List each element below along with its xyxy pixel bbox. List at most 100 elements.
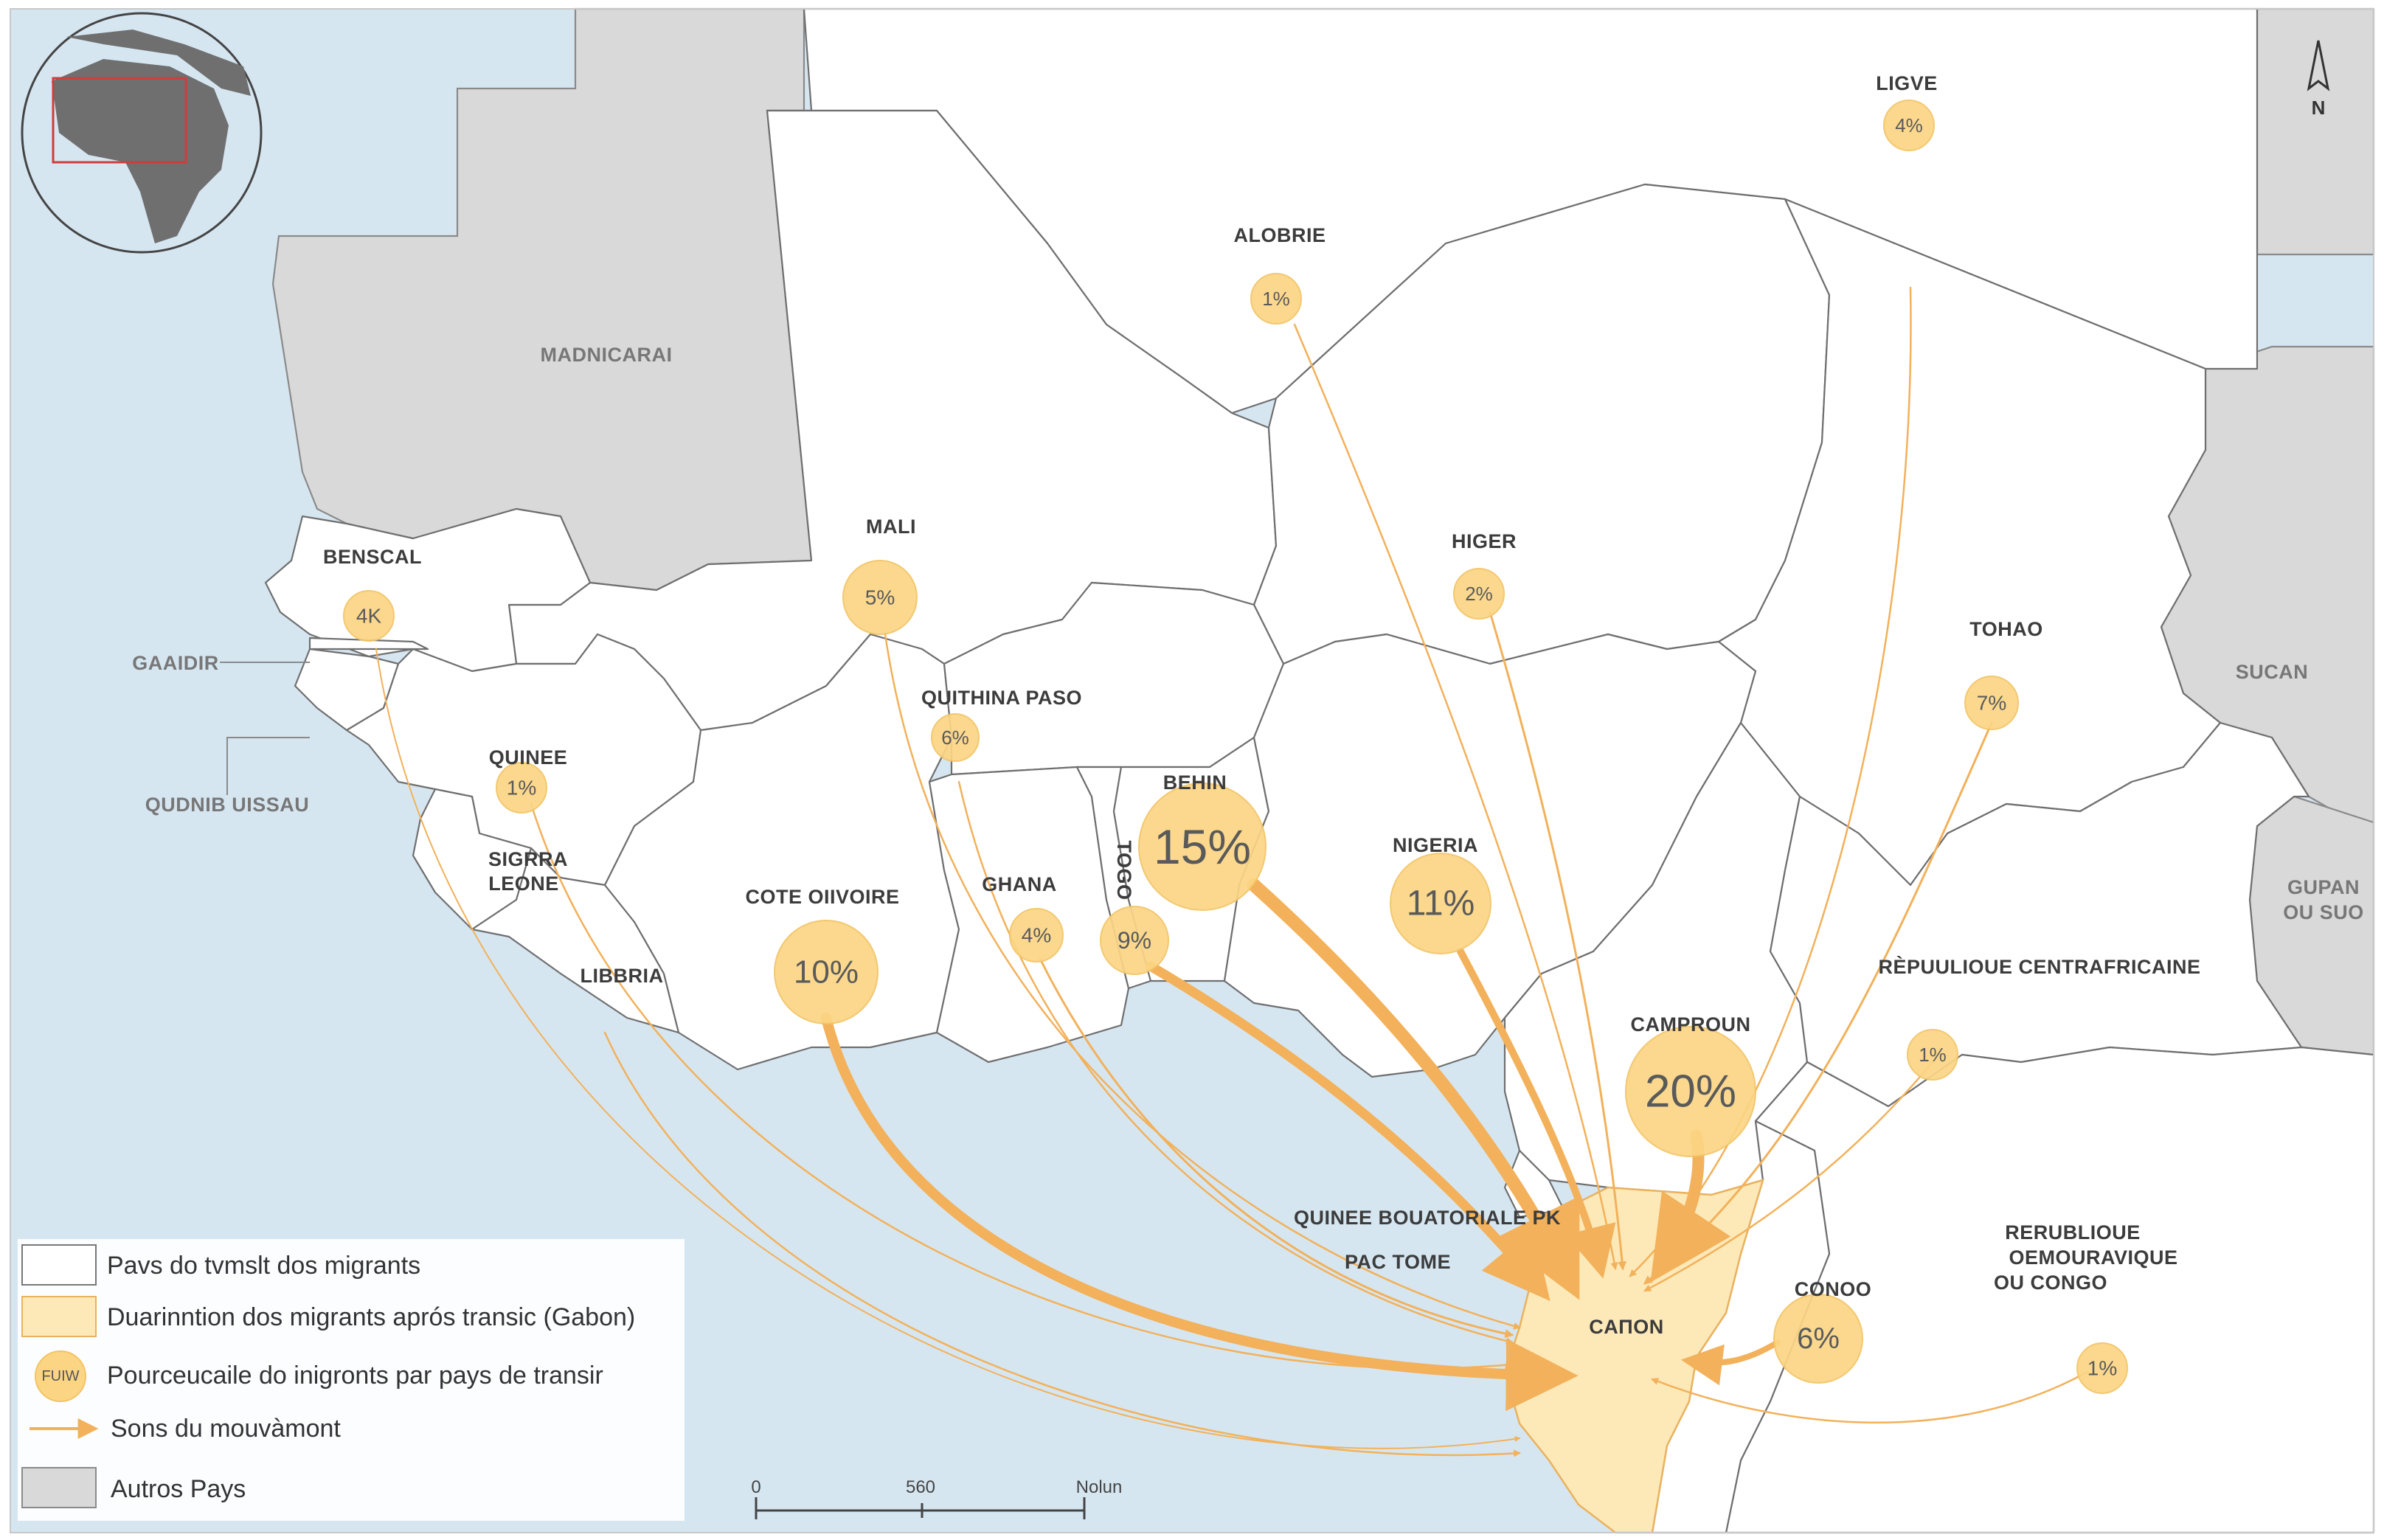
globe-africa: [52, 59, 229, 243]
globe-inset: [21, 12, 263, 254]
bubble-cote-divoire: [774, 920, 879, 1024]
bubble-nigeria: [1390, 853, 1491, 954]
bubble-chad: [1964, 676, 2019, 730]
flow-liberia: [603, 1031, 1521, 1457]
pct-morocco: 4%: [1895, 114, 1923, 136]
label-benin: BEHIN: [1163, 771, 1227, 794]
label-sierra-leone-1: SIGRRA: [488, 848, 568, 870]
label-morocco: LIGVE: [1876, 72, 1938, 94]
scale-tick-0: 0: [751, 1477, 760, 1497]
legend: Pavs do tvmslt dos migrants Duarinntion …: [18, 1239, 685, 1521]
bubble-togo: [1100, 906, 1169, 975]
label-burkina: QUITHINA PASO: [921, 687, 1082, 709]
scale-line: [755, 1497, 1086, 1519]
pct-guinea: 1%: [507, 777, 536, 800]
legend-box: [18, 1239, 685, 1521]
pct-senegal: 4K: [356, 605, 382, 628]
bubble-ghana: [1009, 908, 1064, 962]
pct-burkina: 6%: [941, 726, 969, 749]
map-frame: [10, 8, 2374, 1533]
legend-label-arrow: Sons du mouvàmont: [111, 1415, 341, 1443]
flow-nigeria: [1457, 948, 1616, 1279]
pct-cote-divoire: 10%: [794, 954, 859, 991]
bubble-car: [1907, 1029, 1958, 1081]
legend-bubble-symbol: [35, 1350, 86, 1402]
scale-tick-2: Nolun: [1076, 1477, 1123, 1497]
bubble-senegal: [343, 590, 395, 642]
flow-congo: [1680, 1339, 1781, 1386]
label-sao-tome: PAC TOME: [1345, 1251, 1451, 1273]
legend-swatch-other: [21, 1467, 97, 1508]
label-togo: TOGO: [1113, 840, 1135, 900]
label-sudan: SUCAN: [2236, 661, 2309, 683]
pct-togo: 9%: [1118, 927, 1151, 954]
pct-drc: 1%: [2087, 1357, 2117, 1380]
label-eq-guinea: QUINEE BOUATORIALE PK: [1294, 1207, 1561, 1229]
globe-europe: [66, 30, 251, 96]
pct-cameroon: 20%: [1645, 1066, 1736, 1117]
label-drc-1: RERUBLIOUE: [2005, 1221, 2141, 1244]
legend-label-percent: Pourceucaile do inigronts par pays de tr…: [107, 1362, 603, 1390]
label-algeria: ALOBRIE: [1234, 224, 1326, 246]
legend-label-destination: Duarinntion dos migrants aprós transic (…: [107, 1303, 635, 1331]
label-drc-3: OU CONGO: [1994, 1272, 2107, 1294]
pct-car: 1%: [1919, 1044, 1947, 1066]
globe-highlight-box: [52, 77, 187, 164]
flow-arrows-thick: [821, 878, 1781, 1412]
label-liberia: LIBBRIA: [581, 965, 664, 987]
label-chad: TOHAO: [1969, 618, 2043, 640]
country-liberia-shape: [471, 847, 680, 1034]
label-guinea: QUINEE: [489, 746, 568, 769]
label-south-sudan-1: GUPAN: [2287, 876, 2360, 898]
legend-label-other: Autros Pays: [111, 1475, 246, 1503]
flow-morocco: [1629, 286, 1912, 1277]
legend-bubble-symbol-text: FUIW: [41, 1368, 79, 1384]
label-nigeria: NIGERIA: [1393, 834, 1478, 856]
bubble-niger: [1453, 568, 1505, 620]
bubble-benin: [1138, 783, 1266, 911]
bubbles: [343, 100, 2128, 1394]
flow-togo: [1146, 961, 1550, 1302]
label-south-sudan-2: OU SUO: [2283, 901, 2364, 923]
label-cameroon: CAMPROUN: [1631, 1013, 1751, 1036]
pct-niger: 2%: [1465, 583, 1493, 605]
pct-algeria: 1%: [1262, 288, 1290, 310]
label-guinea-bissau: QUDNIB UISSAU: [145, 794, 310, 816]
north-label: N: [2312, 97, 2326, 119]
bubble-congo: [1773, 1294, 1863, 1384]
flow-niger: [1489, 611, 1627, 1271]
bubble-burkina: [931, 713, 980, 762]
country-labels: LIGVE ALOBRIE MADNICARAI MALI HIGER TOHA…: [132, 72, 2364, 1338]
leader-guinea-bissau: [226, 737, 310, 795]
flow-ghana: [1039, 957, 1514, 1338]
bubble-algeria: [1250, 273, 1302, 325]
bubble-morocco: [1883, 100, 1935, 151]
flow-cote-divoire: [821, 1013, 1579, 1412]
legend-swatch-transit: [21, 1244, 97, 1286]
label-sierra-leone-2: LEONE: [488, 873, 559, 895]
percent-labels: 4% 1% 5% 2% 7% 4K 1% 10% 6% 4% 9% 15% 11…: [356, 114, 2117, 1380]
label-mauritania: MADNICARAI: [541, 344, 673, 366]
country-upper-right-grey: [2256, 7, 2375, 256]
north-arrow-icon: [2307, 40, 2330, 91]
label-congo: CONOO: [1795, 1278, 1872, 1300]
label-niger: HIGER: [1452, 530, 1517, 552]
bubble-drc: [2076, 1342, 2128, 1394]
pct-nigeria: 11%: [1407, 884, 1475, 923]
label-gambia: GAAIDIR: [132, 652, 219, 674]
flow-guinea: [530, 802, 1514, 1370]
label-mali: MALI: [866, 516, 916, 538]
bubble-cameroon: [1625, 1026, 1756, 1157]
pct-mali: 5%: [865, 586, 895, 609]
flow-mali: [884, 633, 1521, 1330]
bubble-guinea: [496, 762, 547, 814]
legend-label-transit: Pavs do tvmslt dos migrants: [107, 1252, 420, 1280]
flow-burkina: [957, 780, 1514, 1345]
label-gabon: CAПON: [1589, 1316, 1663, 1338]
pct-chad: 7%: [1977, 692, 2006, 715]
pct-ghana: 4%: [1022, 924, 1051, 947]
flow-algeria: [1293, 323, 1618, 1270]
label-car: RÈPUULIOUE CENTRAFRICAINE: [1878, 955, 2200, 978]
north-arrow: N: [2307, 40, 2330, 119]
